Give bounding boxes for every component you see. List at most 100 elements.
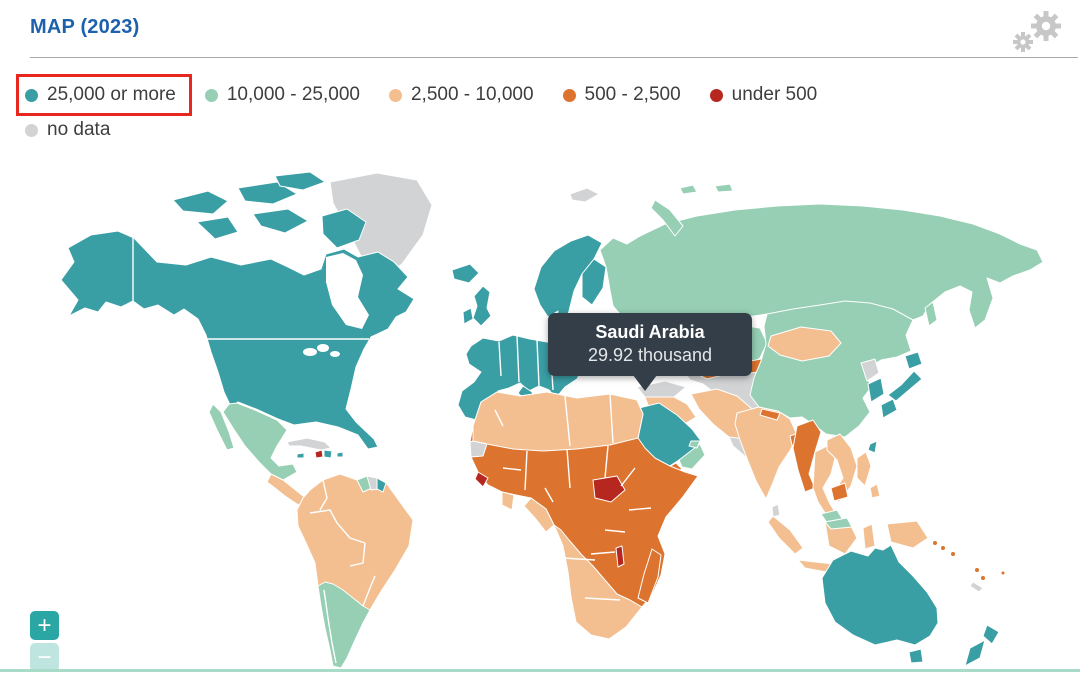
country-french-guiana[interactable] [376, 477, 387, 493]
country-usa-canada[interactable] [60, 230, 415, 450]
country-russia-novaya-zemlya[interactable] [650, 199, 684, 237]
tooltip-value: 29.92 thousand [587, 345, 713, 365]
country-uk[interactable] [472, 285, 492, 327]
country-japan-kyushu[interactable] [880, 398, 898, 419]
country-solomon-islands[interactable] [951, 552, 955, 556]
country-oman[interactable] [678, 443, 706, 470]
country-thailand[interactable] [812, 445, 836, 517]
country-madagascar[interactable] [637, 548, 662, 604]
country-australia[interactable] [821, 544, 939, 646]
legend-item-no-data[interactable]: no data [25, 119, 110, 141]
region-southern-africa[interactable] [553, 524, 643, 640]
world-choropleth-map[interactable] [25, 158, 1080, 672]
legend-swatch-green [204, 88, 218, 102]
tooltip-arrow [633, 375, 657, 391]
country-japan-honshu[interactable] [887, 370, 923, 402]
border-chile-argentina [323, 589, 337, 664]
country-mexico-baja[interactable] [208, 403, 235, 451]
legend-swatch-orange [562, 88, 576, 102]
country-canada-arctic[interactable] [237, 181, 298, 205]
country-malaysia-borneo[interactable] [824, 517, 853, 530]
borders-south-america [309, 479, 376, 607]
country-japan-hokkaido[interactable] [904, 351, 923, 370]
country-south-sudan[interactable] [592, 475, 626, 503]
country-canada-arctic[interactable] [274, 171, 326, 191]
country-chile-argentina[interactable] [317, 581, 371, 669]
legend-swatch-gray [25, 123, 38, 137]
country-vanuatu[interactable] [975, 568, 979, 572]
country-russia-arctic-isles[interactable] [679, 184, 698, 195]
great-lakes [303, 348, 317, 356]
country-russia-sakhalin[interactable] [924, 301, 938, 327]
legend-row-1: 25,000 or more 10,000 - 25,000 2,500 - 1… [16, 74, 817, 116]
legend-item-2500-10000[interactable]: 2,500 - 10,000 [388, 84, 534, 106]
country-canada-arctic[interactable] [196, 216, 239, 240]
legend-item-under-500[interactable]: under 500 [709, 84, 818, 106]
map-legend: 25,000 or more 10,000 - 25,000 2,500 - 1… [16, 74, 817, 141]
country-finland[interactable] [581, 258, 607, 306]
settings-button[interactable] [1006, 4, 1070, 56]
country-south-korea[interactable] [867, 377, 885, 403]
country-cuba[interactable] [286, 437, 332, 451]
region-congo-gabon[interactable] [523, 497, 555, 533]
country-svalbard[interactable] [569, 187, 600, 203]
country-fiji[interactable] [1001, 571, 1005, 575]
country-solomon-islands[interactable] [933, 541, 937, 545]
zoom-in-button[interactable]: + [30, 611, 59, 640]
country-baffin-island[interactable] [321, 208, 367, 249]
country-myanmar[interactable] [792, 419, 822, 493]
country-malawi[interactable] [615, 545, 625, 568]
legend-label: under 500 [731, 84, 818, 105]
country-philippines[interactable] [856, 451, 872, 487]
legend-label: 25,000 or more [47, 84, 176, 105]
country-laos-vietnam[interactable] [826, 433, 858, 503]
country-mexico[interactable] [222, 402, 298, 481]
country-new-caledonia[interactable] [969, 581, 984, 593]
legend-label: no data [47, 119, 111, 140]
country-sierra-leone[interactable] [474, 471, 489, 488]
country-indonesia-sumatra[interactable] [767, 515, 804, 555]
country-vanuatu[interactable] [981, 576, 985, 580]
country-russia-arctic-isles[interactable] [714, 183, 734, 193]
country-north-korea[interactable] [860, 358, 880, 382]
legend-label: 500 - 2,500 [584, 84, 681, 105]
country-ghana[interactable] [501, 491, 515, 511]
great-lakes [330, 351, 340, 357]
country-mongolia[interactable] [767, 326, 842, 362]
page-title: MAP (2023) [30, 16, 140, 38]
map-tooltip: Saudi Arabia 29.92 thousand [548, 313, 752, 391]
legend-item-25000-or-more[interactable]: 25,000 or more [25, 84, 176, 106]
country-new-zealand-north[interactable] [982, 624, 1000, 645]
legend-swatch-teal [25, 88, 38, 102]
region-north-africa[interactable] [472, 391, 644, 452]
legend-item-500-2500[interactable]: 500 - 2,500 [562, 84, 681, 106]
tooltip-country-name: Saudi Arabia [595, 322, 705, 342]
country-nepal[interactable] [759, 408, 781, 421]
country-dominican-republic[interactable] [323, 449, 333, 459]
country-canada-arctic[interactable] [172, 190, 229, 215]
country-uae[interactable] [688, 440, 701, 449]
country-jamaica[interactable] [296, 452, 305, 459]
country-papua-new-guinea[interactable] [886, 520, 929, 549]
country-haiti[interactable] [314, 449, 324, 459]
borders-europe [498, 335, 554, 391]
country-new-zealand-south[interactable] [964, 639, 986, 667]
country-philippines-south[interactable] [869, 483, 881, 499]
zoom-out-button[interactable]: − [30, 643, 59, 672]
country-ireland[interactable] [462, 307, 474, 325]
country-australia-tasmania[interactable] [908, 648, 924, 664]
country-indonesia-sulawesi[interactable] [862, 523, 876, 550]
country-iceland[interactable] [451, 263, 480, 284]
legend-item-10000-25000[interactable]: 10,000 - 25,000 [204, 84, 360, 106]
legend-label: 2,500 - 10,000 [410, 84, 534, 105]
country-puerto-rico[interactable] [336, 451, 344, 458]
page-bottom-border [0, 669, 1080, 672]
country-solomon-islands[interactable] [941, 546, 945, 550]
country-sri-lanka[interactable] [771, 503, 781, 518]
country-western-sahara[interactable] [469, 440, 488, 458]
country-canada-arctic[interactable] [252, 208, 309, 234]
gear-icon [1013, 11, 1061, 52]
country-taiwan[interactable] [867, 440, 878, 454]
country-cambodia[interactable] [830, 482, 849, 502]
